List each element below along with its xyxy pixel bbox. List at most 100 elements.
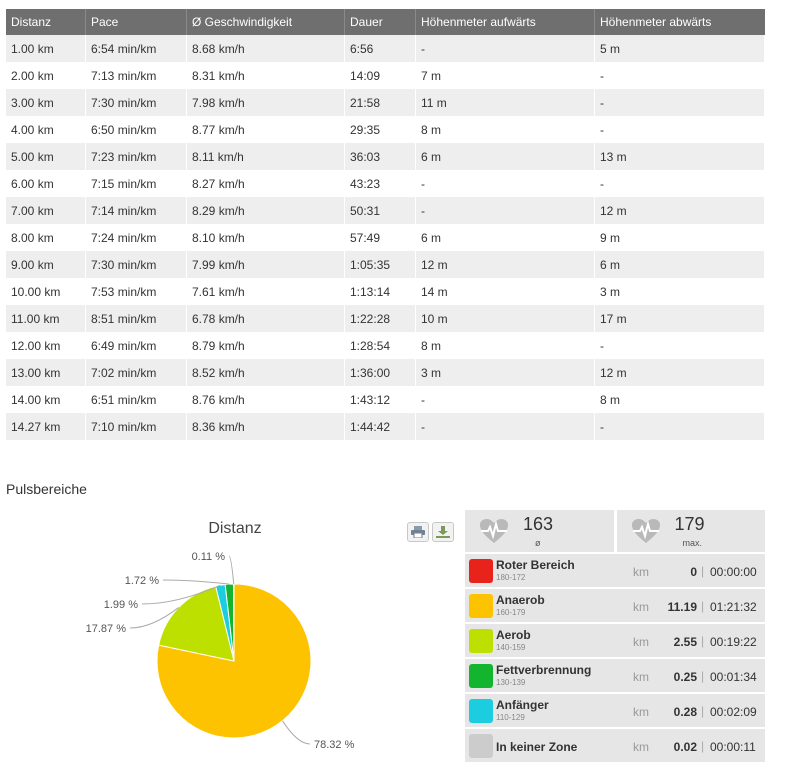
table-cell: 7.00 km — [6, 197, 86, 224]
table-cell: - — [415, 386, 595, 413]
heart-rate-stats: 163 ø 179 max. — [465, 510, 765, 554]
table-cell: 4.00 km — [6, 116, 86, 143]
table-cell: 1:05:35 — [344, 251, 416, 278]
table-cell: 8.11 km/h — [186, 143, 345, 170]
zone-row[interactable]: In keiner Zone km 0.02 | 00:00:11 — [465, 729, 765, 764]
zone-row[interactable]: Fettverbrennung 130-139 km 0.25 | 00:01:34 — [465, 659, 765, 694]
table-cell: 7:15 min/km — [85, 170, 187, 197]
pie-chart: 78.32 % 17.87 % 1.99 % 1.72 % 0.11 % — [86, 551, 355, 751]
table-cell: 8.27 km/h — [186, 170, 345, 197]
chart-title: Distanz — [208, 520, 262, 537]
table-row: 13.00 km 7:02 min/km 8.52 km/h 1:36:00 3 m 12… — [6, 359, 765, 386]
slice-leader-line — [228, 555, 235, 585]
table-cell: 12.00 km — [6, 332, 86, 359]
zone-distance: 0 — [690, 565, 697, 579]
zone-unit: km — [633, 670, 649, 684]
zone-separator: | — [701, 669, 705, 683]
table-cell: 11.00 km — [6, 305, 86, 332]
table-cell: 7:13 min/km — [85, 62, 187, 89]
table-cell: 57:49 — [344, 224, 416, 251]
table-cell: 5.00 km — [6, 143, 86, 170]
max-label: max. — [682, 538, 703, 548]
table-header-row: Distanz Pace Ø Geschwindigkeit Dauer Höh… — [6, 9, 765, 35]
table-cell: 1:36:00 — [344, 359, 416, 386]
slice-label: 78.32 % — [314, 739, 355, 751]
slice-leader-line — [141, 584, 221, 605]
column-header[interactable]: Ø Geschwindigkeit — [186, 9, 345, 35]
table-cell: 8.31 km/h — [186, 62, 345, 89]
table-cell: 6 m — [594, 251, 765, 278]
zone-row[interactable]: Anfänger 110-129 km 0.28 | 00:02:09 — [465, 694, 765, 729]
table-cell: 7.61 km/h — [186, 278, 345, 305]
zone-unit: km — [633, 635, 649, 649]
table-cell: 3 m — [415, 359, 595, 386]
slice-leader-line — [162, 579, 230, 585]
table-cell: 6 m — [415, 143, 595, 170]
table-cell: 8.36 km/h — [186, 413, 345, 440]
zone-range: 180-172 — [496, 573, 526, 582]
slice-label: 1.99 % — [104, 599, 138, 611]
zone-time: 00:01:34 — [710, 670, 757, 684]
table-cell: 8 m — [415, 332, 595, 359]
table-cell: - — [415, 197, 595, 224]
zone-color-swatch — [469, 593, 493, 618]
zone-distance: 11.19 — [667, 600, 697, 614]
zone-time: 00:00:00 — [710, 565, 757, 579]
zone-row[interactable]: Anaerob 160-179 km 11.19 | 01:21:32 — [465, 589, 765, 624]
table-cell: 3 m — [594, 278, 765, 305]
table-cell: 29:35 — [344, 116, 416, 143]
table-cell: 7:23 min/km — [85, 143, 187, 170]
table-cell: 7:02 min/km — [85, 359, 187, 386]
pie-slice[interactable] — [232, 583, 235, 662]
download-button[interactable] — [432, 522, 454, 542]
table-cell: 8.79 km/h — [186, 332, 345, 359]
zone-distance: 2.55 — [673, 635, 697, 649]
table-cell: 3.00 km — [6, 89, 86, 116]
table-cell: 10 m — [415, 305, 595, 332]
table-cell: 2.00 km — [6, 62, 86, 89]
zone-time: 00:02:09 — [710, 705, 757, 719]
zone-row[interactable]: Aerob 140-159 km 2.55 | 00:19:22 — [465, 624, 765, 659]
table-row: 14.27 km 7:10 min/km 8.36 km/h 1:44:42- - — [6, 413, 765, 440]
avg-label: ø — [535, 538, 541, 548]
table-row: 7.00 km 7:14 min/km 8.29 km/h 50:31-12 m — [6, 197, 765, 224]
table-cell: 8 m — [415, 116, 595, 143]
table-cell: 1.00 km — [6, 35, 86, 62]
table-cell: 43:23 — [344, 170, 416, 197]
table-cell: 5 m — [594, 35, 765, 62]
zone-name: Anaerob — [496, 593, 545, 607]
table-row: 5.00 km 7:23 min/km 8.11 km/h 36:03 6 m 13 m — [6, 143, 765, 170]
max-heart-rate-value: 179 — [674, 514, 705, 534]
avg-heart-rate: 163 ø — [465, 510, 614, 552]
table-cell: 8.77 km/h — [186, 116, 345, 143]
table-cell: 6:50 min/km — [85, 116, 187, 143]
table-cell: 14:09 — [344, 62, 416, 89]
table-row: 2.00 km 7:13 min/km 8.31 km/h 14:09 7 m- — [6, 62, 765, 89]
table-cell: - — [594, 89, 765, 116]
table-cell: - — [594, 413, 765, 440]
zone-unit: km — [633, 600, 649, 614]
column-header[interactable]: Pace — [85, 9, 187, 35]
print-button[interactable] — [407, 522, 429, 542]
column-header[interactable]: Dauer — [344, 9, 416, 35]
column-header[interactable]: Höhenmeter aufwärts — [415, 9, 595, 35]
table-row: 12.00 km 6:49 min/km 8.79 km/h 1:28:54 8 m- — [6, 332, 765, 359]
zone-color-swatch — [469, 663, 493, 688]
zone-row[interactable]: Roter Bereich 180-172 km 0 | 00:00:00 — [465, 554, 765, 589]
zone-color-swatch — [469, 733, 493, 758]
table-cell: 12 m — [594, 359, 765, 386]
zone-color-swatch — [469, 558, 493, 583]
slice-leader-line — [282, 720, 311, 745]
table-cell: 1:43:12 — [344, 386, 416, 413]
pie-slice[interactable] — [156, 583, 312, 739]
table-row: 1.00 km 6:54 min/km 8.68 km/h 6:56-5 m — [6, 35, 765, 62]
table-cell: - — [594, 170, 765, 197]
table-cell: 8.68 km/h — [186, 35, 345, 62]
column-header[interactable]: Höhenmeter abwärts — [594, 9, 765, 35]
max-heart-rate: 179 max. — [613, 510, 765, 552]
column-header[interactable]: Distanz — [6, 9, 86, 35]
table-cell: 8.10 km/h — [186, 224, 345, 251]
table-cell: 17 m — [594, 305, 765, 332]
